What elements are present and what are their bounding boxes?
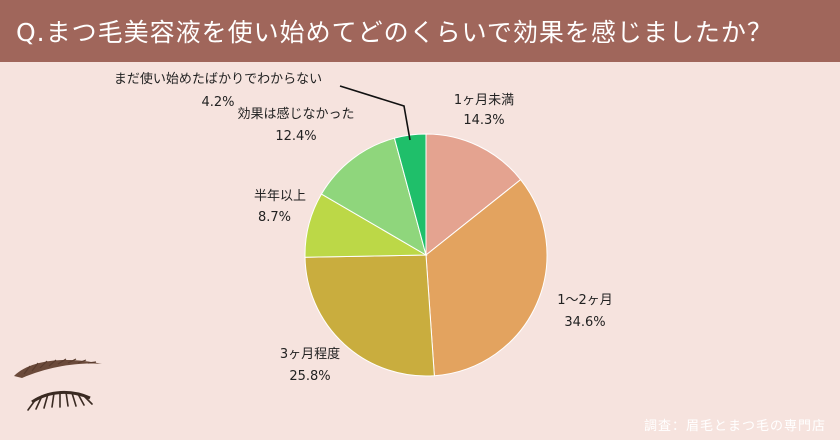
slice-label: 1〜2ヶ月 <box>557 293 613 308</box>
slice-label: 3ヶ月程度 <box>280 346 340 362</box>
pie-slice <box>320 137 427 257</box>
pie-slice <box>393 133 427 256</box>
source-text: 調査：眉毛とまつ毛の専門店 <box>643 419 826 434</box>
slice-label: まだ使い始めたばかりでわからない <box>114 71 322 87</box>
source-note: 調査：眉毛とまつ毛の専門店 <box>644 415 826 434</box>
slice-value-label: 34.6% <box>564 315 605 330</box>
slice-value-label: 8.7% <box>258 210 291 225</box>
pie-slice <box>425 133 522 257</box>
leader-line <box>339 85 411 141</box>
title-bar: Q.まつ毛美容液を使い始めてどのくらいで効果を感じましたか？ <box>0 0 840 62</box>
page-title: Q.まつ毛美容液を使い始めてどのくらいで効果を感じましたか？ <box>16 18 773 47</box>
eyebrow-eyelash-icon <box>14 358 102 411</box>
pie-slice <box>425 178 548 377</box>
pie-slice <box>304 254 435 377</box>
slice-value-label: 4.2% <box>201 95 234 110</box>
slice-value-label: 25.8% <box>289 369 330 384</box>
slice-value-label: 12.4% <box>275 129 316 144</box>
slice-value-label: 14.3% <box>463 113 504 128</box>
slice-label: 半年以上 <box>254 189 306 204</box>
slice-label: 効果は感じなかった <box>237 106 354 122</box>
slice-label: 1ヶ月未満 <box>454 93 514 108</box>
